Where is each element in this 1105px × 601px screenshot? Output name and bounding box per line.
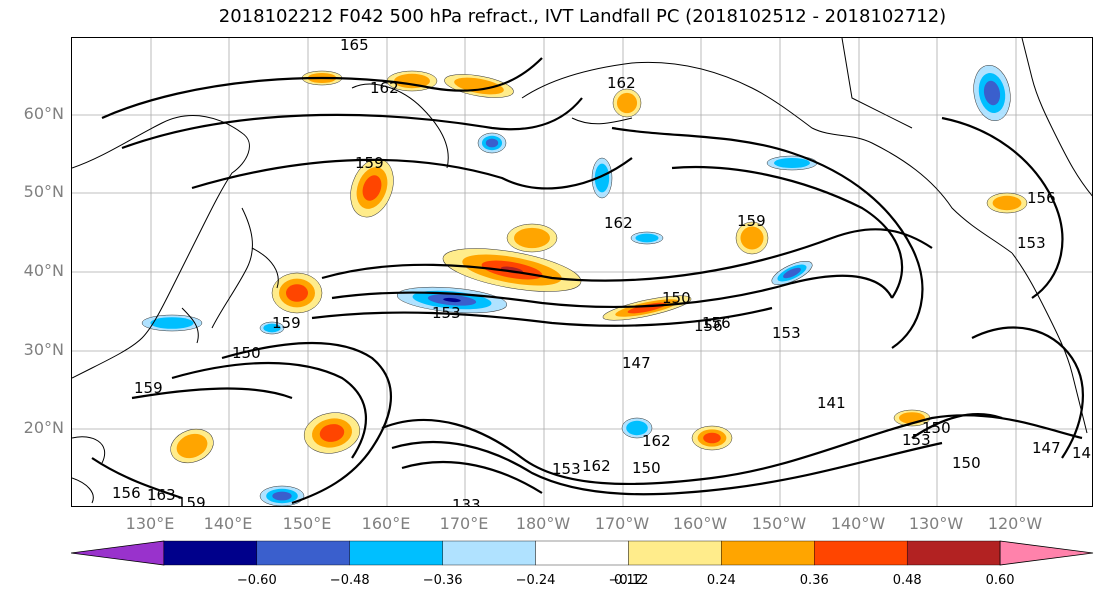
contour-label: 165 (340, 38, 369, 54)
contour-label: 162 (604, 214, 633, 232)
colorbar-tick: −0.48 (329, 573, 370, 588)
contour-label: 156 (702, 314, 731, 332)
ivt-contours (91, 57, 1084, 505)
contour-label: 153 (902, 431, 931, 449)
lon-label: 120°W (987, 514, 1043, 533)
contour-label: 159 (272, 314, 301, 332)
contour-label: 156 (112, 484, 141, 502)
colorbar-tick: 0.60 (985, 573, 1015, 588)
contour-label: 147 (622, 354, 651, 372)
lon-label: 160°W (672, 514, 728, 533)
colorbar-tick: 0.36 (799, 573, 829, 588)
lon-label: 180°W (515, 514, 571, 533)
lon-label: 170°E (439, 514, 489, 533)
contour-label: 162 (370, 79, 399, 97)
contour-label: 153 (772, 324, 801, 342)
lat-label: 30°N (23, 340, 64, 359)
lon-label: 150°E (282, 514, 332, 533)
contour-label: 133 (452, 496, 481, 507)
contour-label: 153 (1017, 234, 1046, 252)
colorbar-segment (256, 540, 350, 566)
colorbar-extend-high (999, 540, 1094, 566)
colorbar-segment (906, 540, 1001, 566)
lat-label: 20°N (23, 418, 64, 437)
lon-label: 150°W (751, 514, 807, 533)
contour-label: 159 (737, 212, 766, 230)
colorbar-tick: −0.36 (422, 573, 463, 588)
colorbar-segment (721, 540, 815, 566)
contour-label: 163 (147, 486, 176, 504)
coastlines (72, 38, 1092, 504)
contour-label: 162 (582, 457, 611, 475)
colorbar-tick: −0.24 (515, 573, 556, 588)
colorbar-segment (442, 540, 536, 566)
contour-label: 153 (552, 460, 581, 478)
contour-label: 150 (632, 459, 661, 477)
contour-label: 150 (662, 289, 691, 307)
refractivity-anomaly-fill (141, 64, 1028, 506)
map-panel: 165 162 162 159 162 159 156 153 156 159 150 150 156 1… (71, 37, 1093, 507)
contour-label: 162 (642, 432, 671, 450)
contour-label: 150 (952, 454, 981, 472)
contour-label: 159 (134, 379, 163, 397)
contour-label: 159 (177, 494, 206, 507)
contour-label: 147 (1072, 444, 1093, 462)
contour-label: 150 (922, 419, 951, 437)
lon-label: 140°E (203, 514, 253, 533)
colorbar-segment (814, 540, 908, 566)
lat-label: 60°N (23, 104, 64, 123)
contour-label: 150 (232, 344, 261, 362)
map-title: 2018102212 F042 500 hPa refract., IVT La… (218, 6, 947, 27)
colorbar-segment (349, 540, 443, 566)
colorbar-segment (535, 540, 629, 566)
colorbar-segment (163, 540, 258, 566)
colorbar-extend-low (71, 540, 165, 566)
lon-label: 160°E (361, 514, 411, 533)
lon-label: 170°W (594, 514, 650, 533)
lon-label: 130°E (125, 514, 175, 533)
contour-label: 153 (432, 304, 461, 322)
contour-label: 156 (694, 317, 723, 335)
contour-label: 156 (1027, 189, 1056, 207)
colorbar-tick: 0.24 (706, 573, 736, 588)
colorbar-tick: −0.12 (608, 573, 649, 588)
contour-label: 162 (607, 74, 636, 92)
contour-label: 159 (355, 154, 384, 172)
contour-label: 141 (817, 394, 846, 412)
contour-label: 153 (102, 504, 131, 507)
colorbar-segment (628, 540, 722, 566)
lon-label: 140°W (830, 514, 886, 533)
colorbar-tick: −0.60 (236, 573, 277, 588)
contour-label: 147 (1032, 439, 1061, 457)
colorbar-tick: 0.48 (892, 573, 922, 588)
colorbar (71, 540, 1094, 566)
lat-label: 50°N (23, 182, 64, 201)
lat-label: 40°N (23, 261, 64, 280)
colorbar-tick: 0.12 (613, 573, 643, 588)
lon-label: 130°W (908, 514, 964, 533)
